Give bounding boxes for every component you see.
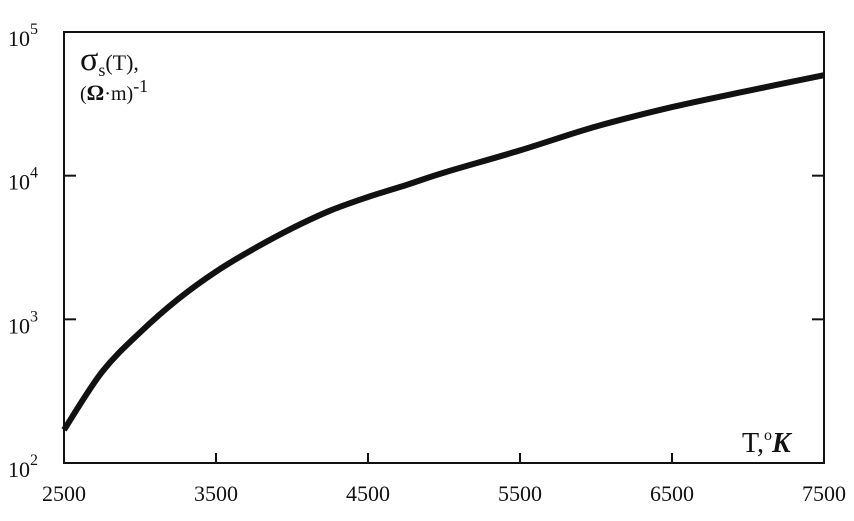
plot-frame	[63, 31, 825, 464]
y-axis-label-line2-rest: ·m)	[104, 83, 133, 105]
series-line	[61, 72, 825, 432]
y-tick-label: 102	[8, 452, 38, 482]
y-axis-label-line2: (Ω·m)-1	[80, 76, 148, 105]
y-axis-label-power: -1	[133, 76, 148, 96]
y-axis-label-omega: Ω	[87, 80, 105, 105]
x-tick-label: 4500	[346, 481, 390, 506]
y-tick-label: 104	[8, 165, 38, 195]
series-layer	[61, 72, 825, 432]
plot-area-border	[63, 31, 825, 464]
x-tick-label: 5500	[498, 481, 542, 506]
y-axis: 102 103 104 105	[8, 21, 824, 482]
y-tick-label: 103	[8, 308, 38, 338]
y-axis-label-sigma: σ	[80, 41, 98, 78]
x-axis-label-k: K	[771, 428, 793, 459]
y-axis-label-sub: s	[98, 60, 105, 80]
y-axis-label: σs(T),	[80, 41, 139, 80]
x-axis-label-deg: o	[764, 427, 772, 444]
y-axis-label-open: (	[80, 83, 87, 105]
y-tick-label: 105	[8, 21, 38, 51]
x-tick-label: 7500	[802, 481, 846, 506]
x-axis-label-t: T,	[742, 428, 764, 459]
y-axis-label-rest1: (T),	[105, 50, 139, 75]
x-tick-label: 2500	[42, 481, 86, 506]
x-axis-label: T,oK	[742, 427, 793, 459]
x-tick-label: 6500	[650, 481, 694, 506]
x-tick-label: 3500	[194, 481, 238, 506]
x-axis: 2500 3500 4500 5500 6500 7500	[42, 453, 846, 506]
